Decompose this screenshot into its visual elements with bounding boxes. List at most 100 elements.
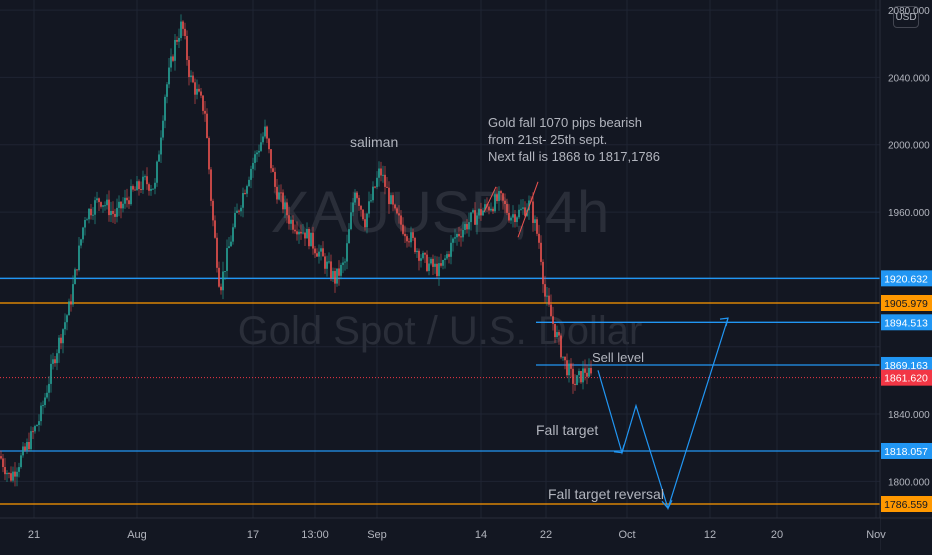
candle-body: [54, 359, 56, 364]
candle-body: [388, 187, 390, 205]
candle-body: [190, 75, 192, 78]
candle-body: [48, 383, 50, 393]
candle-body: [456, 233, 458, 238]
candle: [206, 108, 208, 139]
candle: [324, 253, 326, 274]
candle: [200, 88, 202, 99]
candle: [536, 216, 538, 237]
candle-body: [570, 363, 572, 369]
time-tick-label: 12: [704, 529, 716, 541]
candle-body: [96, 198, 98, 201]
candle: [190, 70, 192, 83]
candle: [228, 237, 230, 249]
candle: [390, 192, 392, 205]
candle: [144, 174, 146, 181]
candle: [450, 234, 452, 265]
candle-body: [108, 199, 110, 216]
candle-body: [148, 184, 150, 191]
candle: [504, 193, 506, 214]
arrowhead: [613, 444, 625, 454]
candle: [334, 267, 336, 293]
candle: [120, 201, 122, 219]
candle: [524, 201, 526, 218]
candle-body: [588, 368, 590, 377]
candle: [12, 466, 14, 483]
candle-body: [12, 471, 14, 481]
candle: [34, 424, 36, 434]
candle-body: [542, 261, 544, 285]
watermark: XAUUSD, 4h Gold Spot / U.S. Dollar: [238, 180, 643, 353]
candle: [150, 184, 152, 196]
candle: [76, 269, 78, 276]
candle-body: [184, 28, 186, 36]
candle-body: [450, 242, 452, 257]
candle: [368, 191, 370, 218]
candle-body: [142, 176, 144, 190]
candle-body: [206, 113, 208, 139]
candle-body: [194, 82, 196, 95]
candle-body: [380, 168, 382, 176]
currency-button[interactable]: USD: [893, 6, 919, 28]
candle-body: [250, 168, 252, 180]
candle: [400, 210, 402, 232]
candle: [126, 188, 128, 208]
candle: [416, 248, 418, 259]
candle: [108, 190, 110, 222]
candle-body: [506, 204, 508, 213]
candle: [204, 101, 206, 122]
candle-body: [564, 356, 566, 361]
candle: [44, 393, 46, 408]
candle: [424, 252, 426, 263]
candle: [240, 205, 242, 217]
candle-body: [178, 37, 180, 42]
candle: [466, 219, 468, 234]
candle-body: [364, 219, 366, 228]
candle-body: [38, 421, 40, 425]
candle: [582, 360, 584, 390]
candle-body: [426, 254, 428, 271]
time-tick-label: 17: [247, 529, 259, 541]
candle: [502, 192, 504, 210]
price-label-box: [881, 442, 932, 459]
candle: [66, 314, 68, 331]
annotations: saliman Gold fall 1070 pips bearish from 2…: [350, 115, 664, 502]
candle-body: [98, 198, 100, 203]
candle-body: [312, 232, 314, 249]
candle-body: [546, 295, 548, 297]
candle-body: [342, 262, 344, 265]
candle-body: [258, 150, 260, 153]
candle-body: [434, 263, 436, 267]
candle: [90, 204, 92, 220]
candle: [170, 48, 172, 72]
candle-body: [164, 96, 166, 121]
candle-body: [294, 229, 296, 232]
candle: [180, 14, 182, 41]
candle-body: [212, 200, 214, 221]
candle-body: [522, 207, 524, 209]
candle: [46, 385, 48, 399]
projection-arrowheads: [613, 317, 729, 510]
candle-body: [326, 261, 328, 269]
candle-body: [408, 241, 410, 243]
candle-body: [314, 248, 316, 254]
candle-body: [578, 371, 580, 376]
candle-body: [352, 202, 354, 213]
price-tick-label: 2080.000: [888, 6, 930, 17]
candle-body: [370, 200, 372, 202]
price-label-text: 1869.163: [884, 360, 928, 372]
candle: [344, 258, 346, 271]
candle-body: [552, 316, 554, 324]
candle-body: [440, 263, 442, 266]
candle-body: [378, 168, 380, 178]
candle-body: [496, 194, 498, 202]
time-tick-label: 21: [28, 529, 40, 541]
candle: [448, 251, 450, 264]
candle: [84, 216, 86, 236]
candle-body: [402, 224, 404, 234]
candle: [548, 287, 550, 307]
candle-body: [382, 174, 384, 176]
candle: [346, 234, 348, 270]
candle-body: [448, 254, 450, 257]
